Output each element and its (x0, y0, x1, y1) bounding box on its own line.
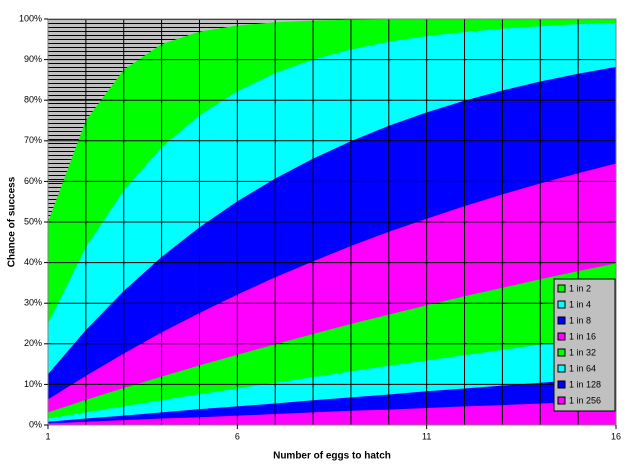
legend-swatch (557, 364, 566, 373)
y-tick-label: 80% (24, 95, 42, 105)
y-axis-title: Chance of success (7, 176, 18, 267)
legend-label: 1 in 64 (569, 363, 596, 373)
y-tick-label: 50% (24, 216, 42, 226)
legend-label: 1 in 4 (569, 299, 591, 309)
x-tick-label: 6 (235, 431, 240, 441)
legend-label: 1 in 32 (569, 347, 596, 357)
legend-swatch (557, 284, 566, 293)
legend-swatch (557, 332, 566, 341)
legend-swatch (557, 316, 566, 325)
y-tick-label: 90% (24, 54, 42, 64)
legend-label: 1 in 2 (569, 283, 591, 293)
legend-swatch (557, 300, 566, 309)
legend-label: 1 in 8 (569, 315, 591, 325)
x-axis-title: Number of eggs to hatch (273, 451, 391, 462)
legend-swatch (557, 380, 566, 389)
y-tick-label: 20% (24, 338, 42, 348)
legend-label: 1 in 256 (569, 395, 601, 405)
area (48, 400, 616, 425)
y-tick-label: 10% (24, 379, 42, 389)
y-tick-label: 0% (29, 419, 42, 429)
y-tick-label: 100% (19, 13, 42, 23)
legend-label: 1 in 128 (569, 379, 601, 389)
legend-swatch (557, 396, 566, 405)
x-tick-label: 1 (45, 431, 50, 441)
legend-label: 1 in 16 (569, 331, 596, 341)
x-tick-label: 16 (611, 431, 621, 441)
y-tick-label: 60% (24, 176, 42, 186)
y-tick-label: 30% (24, 298, 42, 308)
y-tick-label: 70% (24, 135, 42, 145)
y-tick-label: 40% (24, 257, 42, 267)
x-tick-label: 11 (422, 431, 431, 441)
legend-swatch (557, 348, 566, 357)
